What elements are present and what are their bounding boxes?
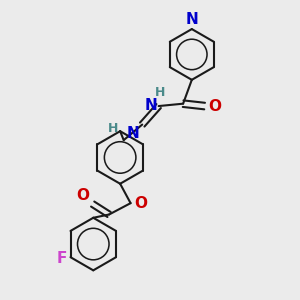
Text: H: H — [108, 122, 118, 135]
Text: O: O — [208, 99, 221, 114]
Text: N: N — [185, 12, 198, 27]
Text: N: N — [144, 98, 157, 113]
Text: H: H — [155, 86, 165, 100]
Text: F: F — [56, 251, 67, 266]
Text: O: O — [134, 196, 147, 211]
Text: O: O — [77, 188, 90, 202]
Text: N: N — [127, 126, 140, 141]
